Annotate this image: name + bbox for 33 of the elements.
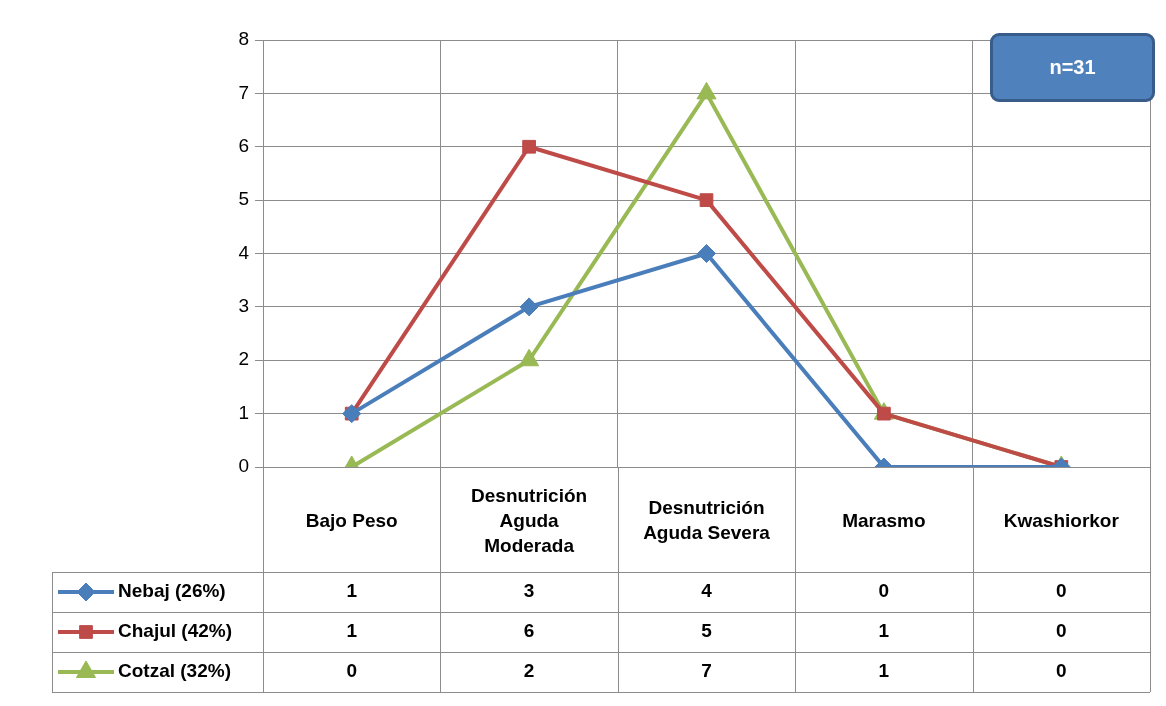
legend-label: Nebaj (26%) bbox=[118, 580, 226, 602]
data-label: 1 bbox=[878, 620, 890, 642]
data-label: 3 bbox=[523, 580, 535, 602]
legend-label: Chajul (42%) bbox=[118, 620, 233, 642]
data-label: 0 bbox=[1056, 620, 1067, 642]
data-label: 0 bbox=[1056, 660, 1067, 682]
y-tick-label: 3 bbox=[238, 295, 249, 317]
note-box: n=31 bbox=[990, 33, 1155, 102]
x-tick-label: Desnutrición Aguda Severa bbox=[643, 497, 771, 544]
x-tick-label: Marasmo bbox=[842, 509, 926, 531]
y-tick-label: 5 bbox=[238, 188, 249, 210]
legend-label: Cotzal (32%) bbox=[118, 660, 231, 682]
x-tick-label: Bajo Peso bbox=[305, 509, 398, 531]
data-label: 1 bbox=[878, 660, 890, 682]
data-label: 7 bbox=[701, 660, 712, 682]
data-label: 4 bbox=[701, 580, 713, 602]
y-tick-label: 6 bbox=[238, 134, 249, 156]
data-label: 1 bbox=[346, 620, 358, 642]
data-label: 2 bbox=[523, 660, 535, 682]
x-tick-label: Desnutrición Aguda Moderada bbox=[471, 484, 588, 556]
data-label: 6 bbox=[523, 620, 535, 642]
y-tick-label: 1 bbox=[238, 401, 249, 423]
data-label: 0 bbox=[1056, 580, 1067, 602]
y-tick-label: 8 bbox=[238, 28, 249, 50]
data-label: 0 bbox=[878, 580, 890, 602]
y-tick-label: 2 bbox=[238, 348, 249, 370]
data-label: 1 bbox=[346, 580, 358, 602]
data-label: 5 bbox=[701, 620, 713, 642]
y-tick-label: 0 bbox=[238, 455, 249, 477]
y-tick-label: 7 bbox=[238, 81, 249, 103]
y-tick-label: 4 bbox=[238, 241, 250, 263]
x-tick-label: Kwashiorkor bbox=[1003, 509, 1120, 531]
data-label: 0 bbox=[346, 660, 357, 682]
